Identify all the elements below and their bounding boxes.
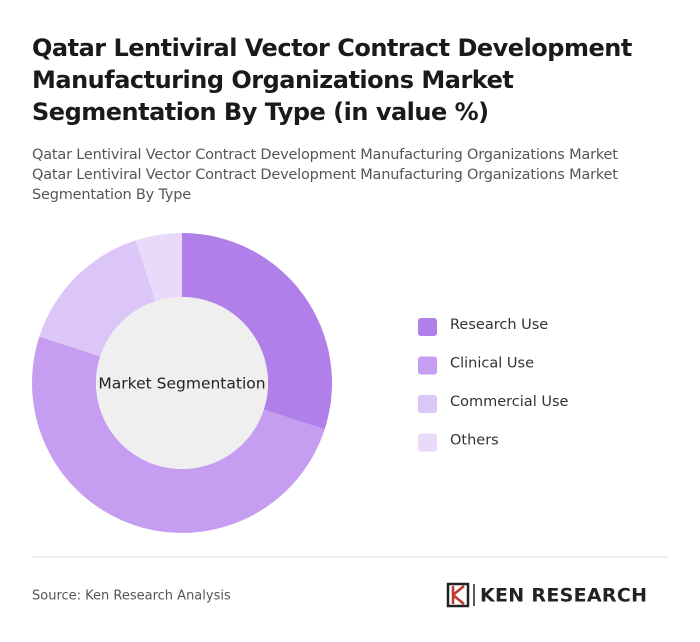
- donut-slice: [32, 336, 325, 533]
- donut-slice: [182, 233, 332, 430]
- chart-title: Qatar Lentiviral Vector Contract Develop…: [32, 34, 632, 126]
- chart-subtitle: Qatar Lentiviral Vector Contract Develop…: [32, 147, 618, 203]
- center-label: Market Segmentation: [98, 375, 265, 393]
- donut-hole: [96, 297, 268, 469]
- legend-label: Commercial Use: [450, 394, 569, 410]
- legend-swatch: [418, 395, 437, 413]
- logo-text: KEN RESEARCH: [480, 585, 647, 607]
- donut-slice: [39, 240, 156, 357]
- logo-icon: [446, 582, 475, 608]
- legend-label: Research Use: [450, 317, 548, 333]
- legend-swatch: [418, 318, 437, 336]
- legend-swatch: [418, 433, 437, 452]
- legend-label: Others: [450, 433, 499, 449]
- legend-swatch: [418, 356, 437, 375]
- legend-label: Clinical Use: [450, 356, 534, 372]
- source: Source: Ken Research Analysis: [32, 589, 231, 604]
- donut-slice: [135, 233, 182, 302]
